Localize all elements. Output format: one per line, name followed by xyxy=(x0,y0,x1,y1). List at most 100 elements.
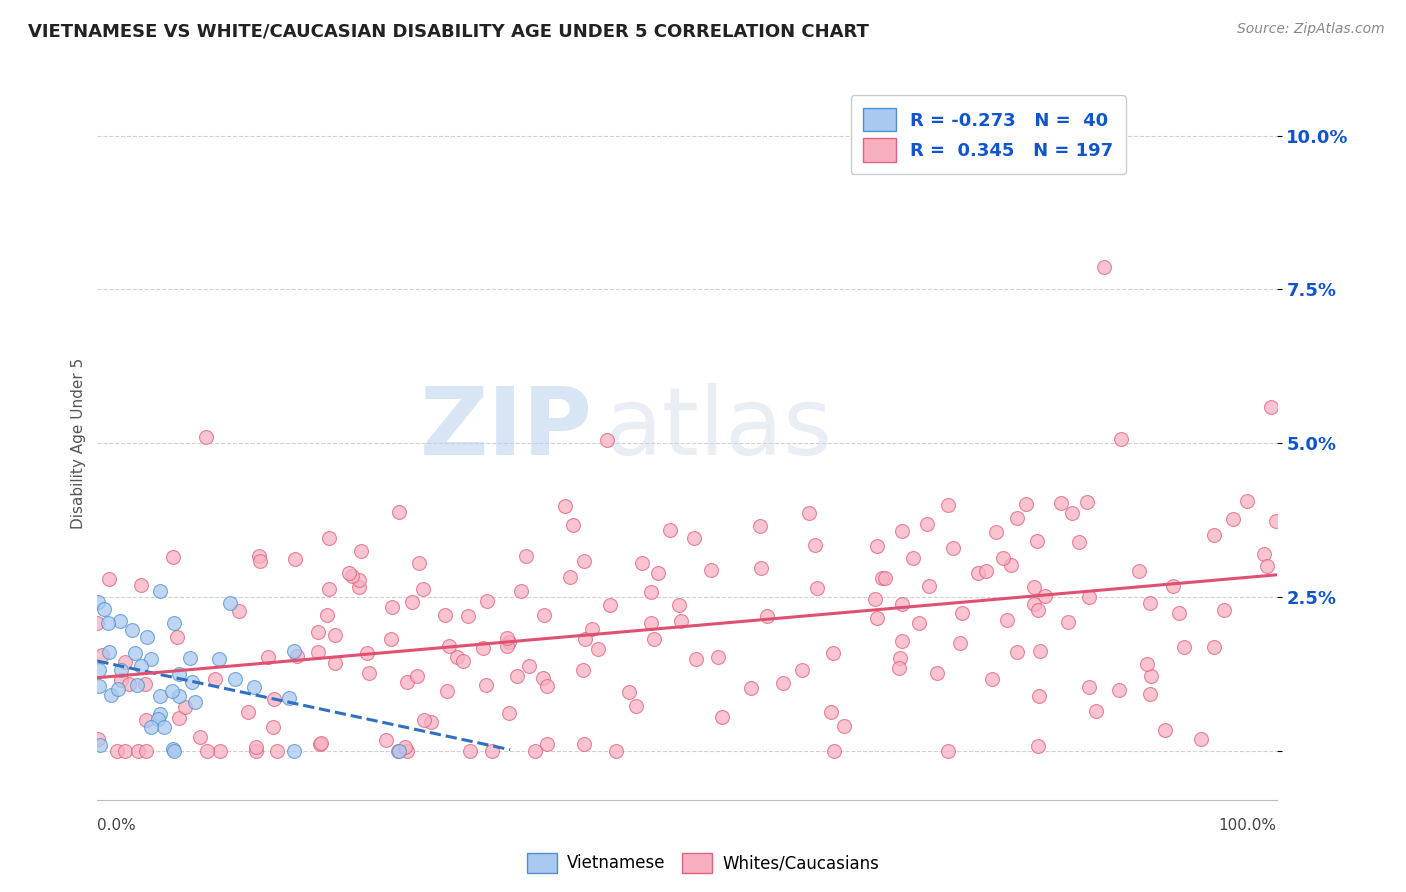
Point xyxy=(395,744,418,758)
Point xyxy=(950,607,973,621)
Point xyxy=(419,715,441,730)
Point xyxy=(1085,704,1108,718)
Point xyxy=(184,695,207,709)
Point xyxy=(257,649,280,664)
Point xyxy=(984,524,1007,539)
Point xyxy=(1026,603,1049,617)
Text: 100.0%: 100.0% xyxy=(1219,818,1277,833)
Point xyxy=(515,549,537,563)
Point xyxy=(121,623,143,637)
Point xyxy=(903,551,925,566)
Point xyxy=(481,744,503,758)
Point xyxy=(562,517,585,532)
Point xyxy=(505,669,527,683)
Point xyxy=(936,744,959,758)
Point xyxy=(408,556,430,570)
Point xyxy=(599,599,621,613)
Point xyxy=(995,613,1018,627)
Point xyxy=(87,679,110,693)
Point xyxy=(98,645,121,659)
Point xyxy=(647,566,669,580)
Point xyxy=(890,634,912,648)
Point xyxy=(472,640,495,655)
Point xyxy=(475,678,498,692)
Point xyxy=(1026,533,1049,548)
Point xyxy=(669,614,692,628)
Point xyxy=(110,663,132,677)
Point xyxy=(533,608,555,623)
Point xyxy=(146,712,169,726)
Point xyxy=(496,640,519,654)
Point xyxy=(804,538,827,552)
Point xyxy=(1189,732,1212,747)
Point xyxy=(942,541,965,556)
Point xyxy=(374,733,396,747)
Point xyxy=(1154,723,1177,738)
Point xyxy=(496,631,519,645)
Point xyxy=(388,744,411,758)
Point xyxy=(245,744,267,758)
Point xyxy=(162,741,184,756)
Point xyxy=(756,608,779,623)
Point xyxy=(624,699,647,714)
Point xyxy=(707,650,730,665)
Point xyxy=(412,582,434,596)
Point xyxy=(991,551,1014,566)
Point xyxy=(711,710,734,724)
Point xyxy=(517,659,540,673)
Point xyxy=(891,524,914,538)
Point xyxy=(337,566,360,580)
Point xyxy=(134,677,156,691)
Point xyxy=(124,646,146,660)
Point xyxy=(477,594,499,608)
Point xyxy=(359,666,381,681)
Point xyxy=(873,571,896,585)
Point xyxy=(1202,640,1225,654)
Point xyxy=(1022,597,1045,611)
Point xyxy=(406,669,429,683)
Point xyxy=(1028,690,1050,704)
Point xyxy=(283,744,305,758)
Point xyxy=(284,552,307,566)
Point xyxy=(285,648,308,663)
Point xyxy=(453,655,475,669)
Point xyxy=(108,614,131,628)
Point xyxy=(1139,596,1161,610)
Point xyxy=(524,744,547,758)
Point xyxy=(572,554,595,568)
Point xyxy=(98,573,121,587)
Point xyxy=(86,615,108,630)
Point xyxy=(90,648,112,662)
Point xyxy=(395,675,418,690)
Point xyxy=(1222,512,1244,526)
Text: VIETNAMESE VS WHITE/CAUCASIAN DISABILITY AGE UNDER 5 CORRELATION CHART: VIETNAMESE VS WHITE/CAUCASIAN DISABILITY… xyxy=(28,22,869,40)
Point xyxy=(890,597,912,611)
Point xyxy=(179,650,201,665)
Point xyxy=(228,604,250,618)
Point xyxy=(263,692,285,706)
Point xyxy=(1128,564,1150,578)
Point xyxy=(683,531,706,545)
Point xyxy=(889,661,911,675)
Point xyxy=(1024,580,1046,594)
Point xyxy=(1005,644,1028,658)
Point xyxy=(243,680,266,694)
Point xyxy=(596,433,619,447)
Point xyxy=(107,682,129,697)
Point xyxy=(114,655,136,669)
Point xyxy=(167,690,190,704)
Point xyxy=(309,738,332,752)
Point xyxy=(163,744,186,758)
Point xyxy=(510,583,533,598)
Point xyxy=(97,616,120,631)
Point xyxy=(967,566,990,581)
Point xyxy=(1000,558,1022,572)
Point xyxy=(1108,683,1130,698)
Point xyxy=(135,713,157,727)
Point xyxy=(581,623,603,637)
Point xyxy=(380,632,402,646)
Point xyxy=(1168,606,1191,620)
Point xyxy=(433,607,456,622)
Point xyxy=(531,671,554,685)
Point xyxy=(927,666,949,681)
